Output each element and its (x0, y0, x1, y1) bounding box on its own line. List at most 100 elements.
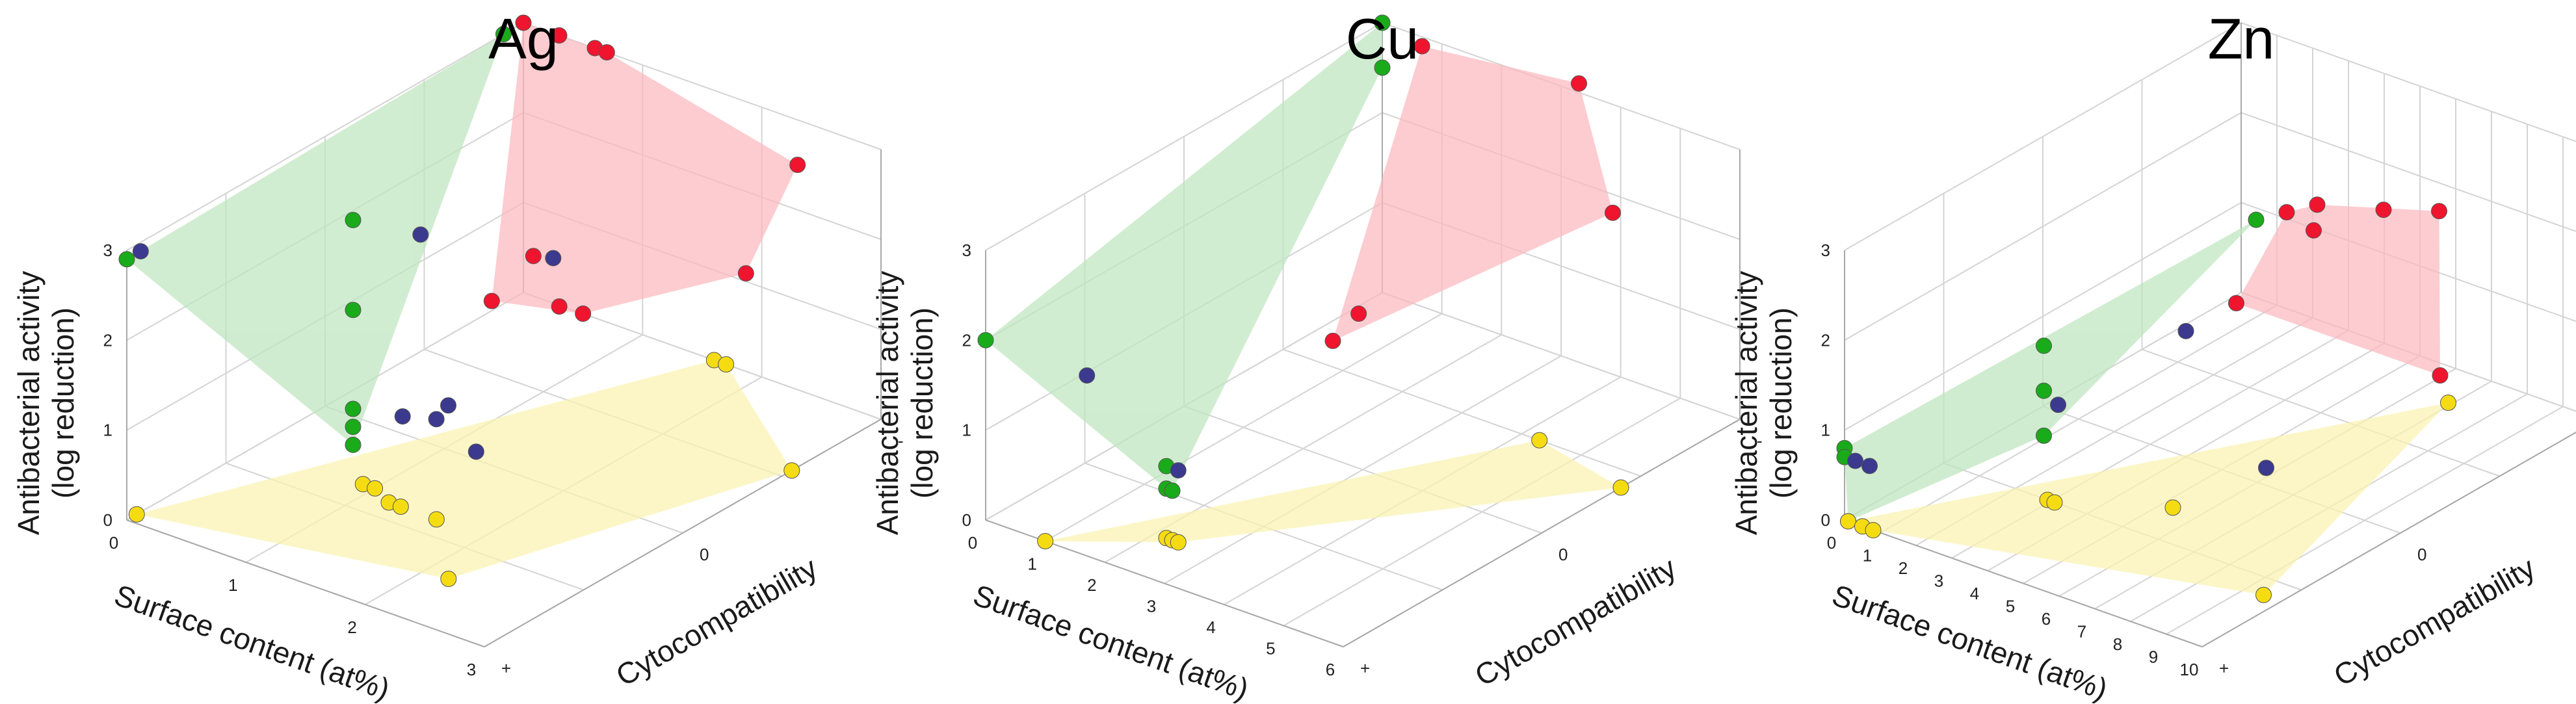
red-point (575, 306, 592, 322)
x-tick-label: 3 (467, 660, 476, 679)
blue-point (1861, 458, 1878, 475)
x-tick-label: 2 (1087, 575, 1096, 595)
red-point (551, 298, 568, 315)
x-tick-label: 4 (1970, 584, 1979, 603)
blue-point (440, 397, 456, 414)
yellow-point (367, 480, 384, 497)
axis-edge (484, 419, 882, 647)
green-point (118, 251, 135, 268)
z-tick-label: 3 (103, 241, 112, 260)
regions (127, 23, 798, 579)
z-tick-label: 2 (1821, 330, 1830, 350)
red-point (2432, 367, 2449, 384)
x-tick-label: 5 (2006, 597, 2015, 616)
z-tick-label: 3 (962, 241, 971, 260)
x-tick-label: 1 (228, 575, 237, 595)
regions (986, 23, 1621, 543)
z-tick-label: 2 (962, 330, 971, 350)
z-axis-label-line1: Antibacterial activity (871, 271, 904, 536)
y-axis-label: Cytocompatibility (1469, 551, 1681, 693)
z-tick-label: 1 (962, 421, 971, 440)
green-point (2036, 337, 2052, 354)
z-tick-label: 0 (1821, 510, 1830, 530)
z-tick-label: 1 (103, 421, 112, 440)
yellow-point (128, 506, 145, 523)
blue-point (1170, 462, 1187, 479)
red-point (2431, 203, 2447, 220)
red-point (1571, 75, 1587, 92)
yellow-region (137, 360, 792, 579)
red-point (2228, 294, 2244, 311)
x-tick-label: 2 (347, 618, 356, 637)
red-point (1324, 332, 1341, 349)
yellow-point (1170, 534, 1187, 551)
red-point (551, 27, 568, 44)
green-point (345, 302, 361, 319)
x-tick-label: 4 (1206, 618, 1215, 637)
x-tick-label: 8 (2113, 634, 2122, 654)
yellow-point (718, 356, 735, 372)
data-points (1836, 196, 2456, 603)
blue-point (428, 411, 445, 428)
yellow-point (428, 511, 445, 528)
red-point (737, 265, 754, 281)
green-point (345, 436, 361, 453)
red-point (1605, 204, 1621, 221)
red-point (1413, 38, 1430, 55)
tick-labels: 0 1 2 3 0 1 2 3 4 5 6 - 0 + (962, 241, 1763, 679)
yellow-point (1840, 513, 1856, 530)
yellow-point (1612, 479, 1629, 496)
green-point (2036, 427, 2052, 444)
green-region (1845, 220, 2256, 521)
gridline (1844, 112, 2576, 341)
axis-edge (2201, 431, 2576, 647)
blue-point (2258, 460, 2274, 476)
z-axis-label: Antibacterial activity (log reduction) (871, 271, 939, 536)
red-point (2375, 202, 2392, 218)
panel-zn: 0 1 2 3 0 1 2 3 4 5 6 7 8 9 10 - 0 + Zn Antibacterial activ… (1718, 0, 2576, 704)
z-axis-label: Antibacterial activity (log reduction) (12, 271, 80, 536)
regions (1845, 204, 2449, 595)
y-tick-label: - (1757, 431, 1763, 450)
data-points (977, 14, 1629, 551)
z-tick-label: 0 (103, 510, 112, 530)
red-point (2278, 204, 2295, 221)
blue-point (2050, 397, 2066, 413)
z-axis-label: Antibacterial activity (log reduction) (1729, 271, 1798, 536)
axis-edge (1343, 419, 1741, 647)
yellow-point (2255, 586, 2272, 603)
y-axis-label: Cytocompatibility (610, 551, 822, 693)
green-point (1164, 482, 1181, 499)
x-tick-label: 6 (2042, 609, 2051, 629)
red-point (483, 293, 500, 309)
green-region (986, 23, 1382, 491)
chart-title: Zn (2208, 7, 2275, 71)
x-tick-label: 6 (1326, 660, 1335, 679)
tick-labels: 0 1 2 3 0 1 2 3 - 0 + (103, 241, 904, 679)
chart-title: Ag (488, 7, 559, 71)
red-point (1350, 306, 1367, 322)
x-tick-label: 1 (1863, 546, 1872, 566)
red-point (789, 157, 806, 174)
x-axis-label: Surface content (at%) (110, 578, 394, 704)
y-tick-label: + (1360, 658, 1370, 678)
y-tick-label: 0 (2417, 545, 2426, 564)
red-point (525, 248, 542, 265)
green-point (345, 419, 361, 436)
yellow-point (2046, 494, 2063, 511)
x-tick-label: 10 (2180, 660, 2199, 679)
yellow-point (2440, 395, 2456, 411)
blue-point (394, 408, 411, 425)
blue-point (545, 250, 562, 267)
z-tick-label: 1 (1821, 421, 1830, 440)
chart-title: Cu (1346, 7, 1419, 71)
red-point (598, 44, 615, 60)
green-point (977, 332, 994, 348)
red-region (492, 23, 798, 314)
yellow-point (783, 462, 800, 479)
z-axis-label-line2: (log reduction) (46, 307, 80, 499)
y-tick-label: - (898, 431, 904, 450)
